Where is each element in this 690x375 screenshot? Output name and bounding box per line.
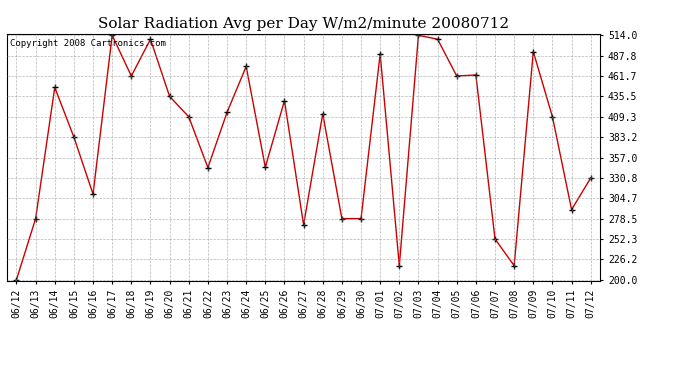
- Text: Copyright 2008 Cartronics.com: Copyright 2008 Cartronics.com: [10, 39, 166, 48]
- Title: Solar Radiation Avg per Day W/m2/minute 20080712: Solar Radiation Avg per Day W/m2/minute …: [98, 17, 509, 31]
